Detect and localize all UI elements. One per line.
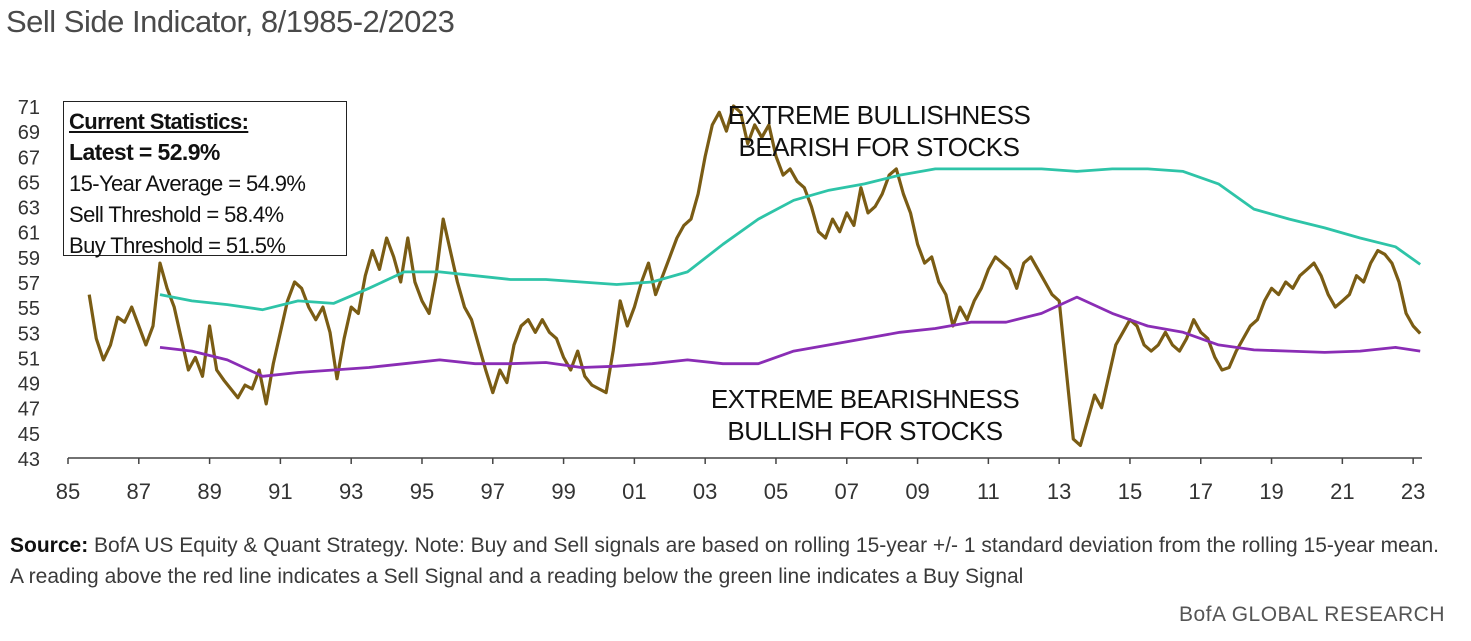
x-tick-label: 11 — [977, 479, 1000, 504]
annotation-bullish: EXTREME BULLISHNESS BEARISH FOR STOCKS — [705, 99, 1053, 163]
stats-sell-threshold: Sell Threshold = 58.4% — [69, 202, 284, 227]
x-tick-label: 23 — [1401, 479, 1425, 504]
stats-buy-threshold: Buy Threshold = 51.5% — [69, 233, 286, 258]
x-tick-label: 99 — [551, 479, 575, 504]
x-tick-label: 07 — [835, 479, 859, 504]
series-line-1 — [159, 167, 1422, 312]
series-line-2 — [159, 295, 1421, 378]
annotation-bearish-line1: EXTREME BEARISHNESS — [710, 384, 1020, 414]
x-tick-label: 15 — [1118, 479, 1142, 504]
source-note: Source: BofA US Equity & Quant Strategy.… — [10, 530, 1450, 592]
x-tick-label: 97 — [481, 479, 505, 504]
y-tick-label: 45 — [18, 424, 40, 446]
x-tick-label: 93 — [339, 479, 363, 504]
x-tick-label: 13 — [1047, 479, 1071, 504]
y-tick-label: 49 — [18, 374, 40, 396]
stats-average: 15-Year Average = 54.9% — [69, 171, 306, 196]
x-tick-label: 01 — [622, 479, 646, 504]
x-tick-label: 19 — [1259, 479, 1283, 504]
source-label: Source: — [10, 534, 89, 557]
chart-plot: 71 69 67 65 63 61 59 57 55 53 51 49 47 45 43 85 87 89 91 9… — [18, 97, 1426, 504]
x-tick-label: 91 — [268, 479, 292, 504]
x-tick-label: 09 — [905, 479, 929, 504]
y-tick-label: 43 — [18, 449, 40, 471]
y-tick-label: 63 — [18, 198, 40, 220]
x-tick-label: 05 — [764, 479, 788, 504]
series-group — [87, 104, 1422, 447]
annotation-bullish-line2: BEARISH FOR STOCKS — [738, 132, 1020, 162]
annotation-bearish-line2: BULLISH FOR STOCKS — [727, 416, 1003, 446]
chart-title: Sell Side Indicator, 8/1985-2/2023 — [6, 4, 455, 39]
x-tick-label: 95 — [410, 479, 434, 504]
y-tick-labels: 71 69 67 65 63 61 59 57 55 53 51 49 47 45 43 — [18, 97, 40, 471]
source-text: BofA US Equity & Quant Strategy. Note: B… — [10, 534, 1439, 588]
annotation-bearish: EXTREME BEARISHNESS BULLISH FOR STOCKS — [690, 383, 1040, 447]
y-tick-label: 59 — [18, 248, 40, 270]
stats-heading: Current Statistics: — [69, 109, 249, 134]
y-tick-label: 51 — [18, 348, 40, 370]
x-tick-label: 85 — [56, 479, 80, 504]
y-tick-label: 55 — [18, 298, 40, 320]
y-tick-label: 61 — [18, 223, 40, 245]
x-tick-label: 87 — [127, 479, 151, 504]
x-tick-label: 17 — [1189, 479, 1213, 504]
x-tick-label: 89 — [197, 479, 221, 504]
y-tick-label: 53 — [18, 323, 40, 345]
series-line-0 — [87, 104, 1422, 447]
y-tick-label: 69 — [18, 122, 40, 144]
brand-label: BofA GLOBAL RESEARCH — [1179, 603, 1445, 626]
y-tick-label: 47 — [18, 399, 40, 421]
stats-latest: Latest = 52.9% — [69, 139, 220, 165]
x-tick-labels: 85 87 89 91 93 95 97 99 01 03 05 07 09 11 13 15 17 19 21 23 — [56, 458, 1425, 504]
annotation-bullish-line1: EXTREME BULLISHNESS — [727, 100, 1031, 130]
y-tick-label: 67 — [18, 147, 40, 169]
y-tick-label: 71 — [18, 97, 40, 119]
stats-box: Current Statistics: Latest = 52.9% 15-Ye… — [63, 101, 347, 258]
x-tick-label: 21 — [1330, 479, 1354, 504]
x-tick-label: 03 — [693, 479, 717, 504]
y-tick-label: 65 — [18, 172, 40, 194]
y-tick-label: 57 — [18, 273, 40, 295]
